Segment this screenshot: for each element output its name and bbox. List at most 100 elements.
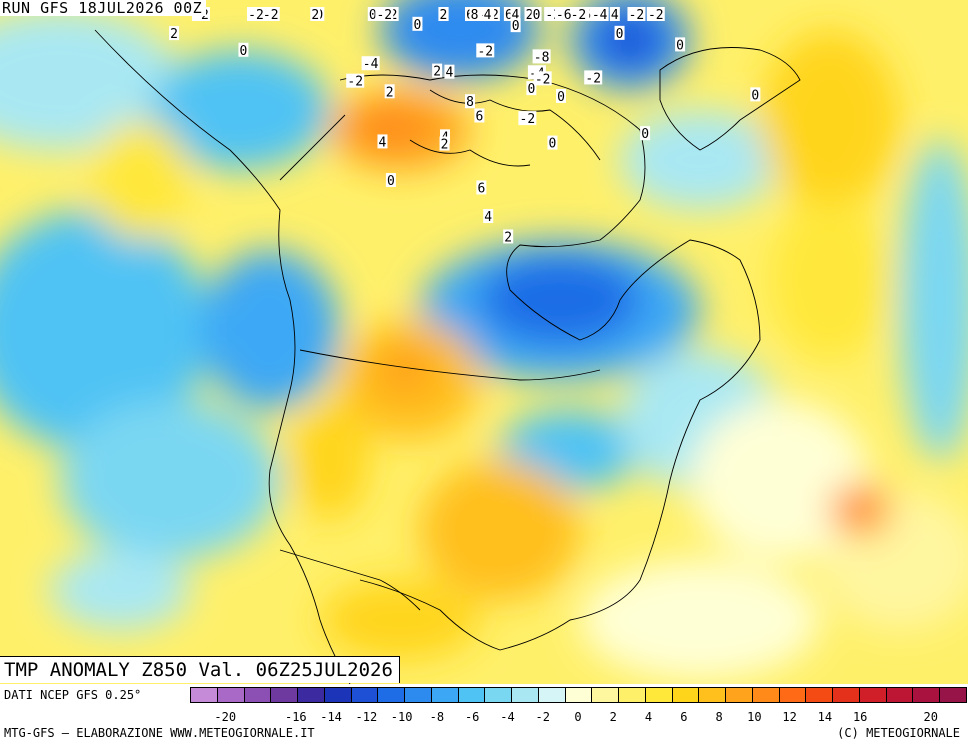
colorbar-tick-label: 2 xyxy=(609,710,617,724)
svg-text:-2: -2 xyxy=(477,44,493,59)
colorbar-cell xyxy=(671,687,700,703)
contour-label: -2 xyxy=(569,7,588,23)
colorbar-tick-label: 14 xyxy=(817,710,833,724)
contour-label: 0 xyxy=(385,173,396,189)
contour-label: 8 xyxy=(469,7,480,23)
svg-text:6: 6 xyxy=(475,109,483,124)
svg-text:0: 0 xyxy=(533,8,541,23)
contour-label: 4 xyxy=(510,7,521,23)
svg-text:4: 4 xyxy=(379,135,387,150)
svg-text:2: 2 xyxy=(491,8,499,23)
contour-label: -2 xyxy=(584,70,603,86)
footer: DATI NCEP GFS 0.25° -20 -16 -14 -12 -10 -8 -6-… xyxy=(0,684,968,745)
svg-text:0: 0 xyxy=(527,82,535,97)
svg-text:-2: -2 xyxy=(571,8,587,23)
colorbar-tick-label: 16 xyxy=(852,710,868,724)
svg-text:0: 0 xyxy=(641,127,649,142)
colorbar-tick-label: -14 xyxy=(320,710,342,724)
contour-label: -4 xyxy=(590,7,609,23)
contour-label: -2 xyxy=(646,7,665,23)
colorbar-cell xyxy=(511,687,539,703)
svg-text:0: 0 xyxy=(616,27,624,42)
copyright: (C) METEOGIORNALE xyxy=(837,726,960,740)
contour-label: -2 xyxy=(346,73,365,90)
colorbar-cell xyxy=(564,687,593,703)
svg-text:6: 6 xyxy=(477,181,485,196)
svg-text:8: 8 xyxy=(471,8,479,23)
svg-text:-6: -6 xyxy=(556,8,572,23)
svg-text:-8: -8 xyxy=(534,50,550,65)
contour-label: 4 xyxy=(377,134,388,150)
colorbar-cell xyxy=(270,687,299,703)
colorbar-tick-label: -8 xyxy=(429,710,445,724)
contour-label: -8 xyxy=(532,49,551,65)
colorbar-cell xyxy=(751,687,780,703)
svg-text:2: 2 xyxy=(170,27,178,42)
contour-labels: 2-2-4-620648642640-22-2-4-60-22-20-200-2… xyxy=(169,7,761,245)
svg-text:-2: -2 xyxy=(648,8,664,23)
svg-text:-2: -2 xyxy=(585,71,601,86)
svg-text:0: 0 xyxy=(387,174,395,189)
svg-text:2: 2 xyxy=(504,230,512,245)
contour-label: 4 xyxy=(483,209,494,225)
contour-label: 6 xyxy=(476,180,487,196)
colorbar-tick-label: -16 xyxy=(284,710,307,724)
colorbar-cell xyxy=(243,687,272,703)
run-label: RUN GFS 18JUL2026 00Z xyxy=(0,0,207,16)
svg-text:-2: -2 xyxy=(629,8,645,23)
contour-label: -2 xyxy=(518,111,537,127)
colorbar-cell xyxy=(323,687,352,703)
contour-label: 2 xyxy=(439,136,450,153)
svg-text:0: 0 xyxy=(240,44,248,59)
svg-text:6: 6 xyxy=(505,8,513,23)
contour-label: -2 xyxy=(627,7,646,23)
colorbar-cell xyxy=(591,687,620,703)
contour-label: 0 xyxy=(640,126,651,142)
colorbar-tick-label: -2 xyxy=(535,710,550,724)
contour-label: 0 xyxy=(526,81,537,97)
colorbar-cell xyxy=(430,687,459,703)
contour-label: 0 xyxy=(556,88,567,105)
svg-text:0: 0 xyxy=(549,137,557,152)
svg-text:4: 4 xyxy=(512,8,520,23)
colorbar-cell xyxy=(805,687,834,703)
svg-text:0: 0 xyxy=(676,38,684,53)
colorbar-tick-label: -20 xyxy=(214,710,237,724)
svg-text:4: 4 xyxy=(484,8,492,23)
svg-text:-2: -2 xyxy=(520,112,536,127)
contour-label: 0 xyxy=(367,7,378,23)
colorbar-cell xyxy=(778,687,807,703)
svg-text:0: 0 xyxy=(369,8,377,23)
svg-text:0: 0 xyxy=(751,88,759,103)
contour-label: 0 xyxy=(614,25,625,42)
contour-label: -2 xyxy=(246,7,265,23)
svg-text:-2: -2 xyxy=(248,8,264,23)
svg-text:4: 4 xyxy=(446,66,454,81)
colorbar-cell xyxy=(404,687,432,703)
svg-text:-2: -2 xyxy=(263,8,279,23)
contour-label: 4 xyxy=(609,7,620,23)
colorbar-cell xyxy=(912,687,941,703)
contour-label: -2 xyxy=(261,7,280,23)
svg-text:-4: -4 xyxy=(363,57,379,72)
svg-text:4: 4 xyxy=(611,8,619,23)
contour-label: 0 xyxy=(750,87,761,103)
colorbar-cell xyxy=(297,687,325,703)
contour-label: 0 xyxy=(412,16,423,33)
contour-label: -2 xyxy=(375,7,394,23)
colorbar: -20 -16 -14 -12 -10 -8 -6 -4 -2 0 2 4 6 8 10 12 14 16 20 xyxy=(190,687,967,724)
contour-label: 2 xyxy=(524,7,535,23)
colorbar-tick-label: 12 xyxy=(782,710,797,724)
svg-text:2: 2 xyxy=(526,8,534,23)
colorbar-cell xyxy=(939,687,967,703)
colorbar-cell xyxy=(457,687,486,703)
colorbar-tick-label: -12 xyxy=(355,710,378,724)
colorbar-cell xyxy=(725,687,753,703)
anomaly-field xyxy=(0,0,968,680)
colorbar-cell xyxy=(484,687,513,703)
contour-label: 6 xyxy=(474,108,485,124)
map-title: TMP ANOMALY Z850 Val. 06Z25JUL2026 xyxy=(0,656,400,683)
colorbar-tick-label: 8 xyxy=(715,710,723,724)
svg-text:2: 2 xyxy=(441,138,449,153)
colorbar-tick-label: -10 xyxy=(390,710,413,724)
